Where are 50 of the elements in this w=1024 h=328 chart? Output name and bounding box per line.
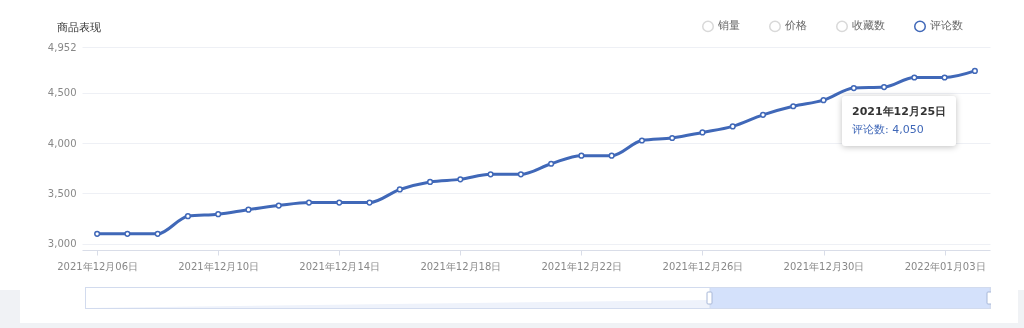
point — [941, 74, 948, 81]
y-tick-label: 4,952 — [47, 41, 77, 53]
point — [396, 186, 403, 193]
point — [971, 67, 978, 74]
point — [517, 171, 524, 178]
point — [487, 171, 494, 178]
point — [94, 230, 101, 237]
point — [638, 137, 646, 144]
point — [820, 97, 827, 104]
point — [699, 129, 706, 136]
point — [911, 74, 918, 81]
point — [880, 83, 888, 91]
point — [790, 103, 797, 110]
point — [759, 111, 767, 118]
legend-label: 收藏数 — [852, 19, 885, 33]
point — [426, 178, 434, 185]
y-tick-label: 4,000 — [47, 137, 77, 149]
point — [366, 199, 373, 206]
point — [548, 160, 555, 167]
point — [305, 199, 313, 206]
point — [154, 230, 161, 237]
x-tick-label: 2021年12月14日 — [299, 260, 381, 272]
legend-label: 销量 — [717, 19, 740, 33]
legend-label: 价格 — [784, 19, 807, 33]
legend-label: 评论数 — [930, 19, 963, 33]
point — [275, 202, 282, 209]
point — [669, 134, 676, 142]
x-tick-label: 2021年12月30日 — [783, 260, 865, 272]
y-tick-label: 3,000 — [47, 238, 77, 250]
y-tick-label: 4,500 — [47, 87, 77, 99]
point — [215, 211, 222, 218]
point — [245, 206, 252, 213]
x-tick-label: 2021年12月10日 — [178, 260, 260, 272]
point — [124, 230, 131, 237]
point — [850, 84, 857, 92]
point — [336, 199, 343, 206]
point — [729, 123, 736, 130]
point — [184, 213, 192, 220]
x-tick-label: 2022年01月03日 — [904, 260, 986, 272]
x-tick-label: 2021年12月26日 — [662, 260, 744, 272]
y-tick-label: 3,500 — [47, 188, 77, 199]
annotation: 2021年12月25日 — [852, 104, 947, 120]
point — [578, 152, 585, 159]
annotation: 评论数: 4,050 — [852, 122, 925, 138]
point — [608, 152, 615, 159]
chart-title: 商品表现 — [57, 20, 101, 35]
point — [457, 176, 464, 183]
x-tick-label: 2021年12月22日 — [541, 260, 623, 272]
x-tick-label: 2021年12月18日 — [420, 260, 502, 272]
x-tick-label: 2021年12月06日 — [57, 260, 139, 272]
